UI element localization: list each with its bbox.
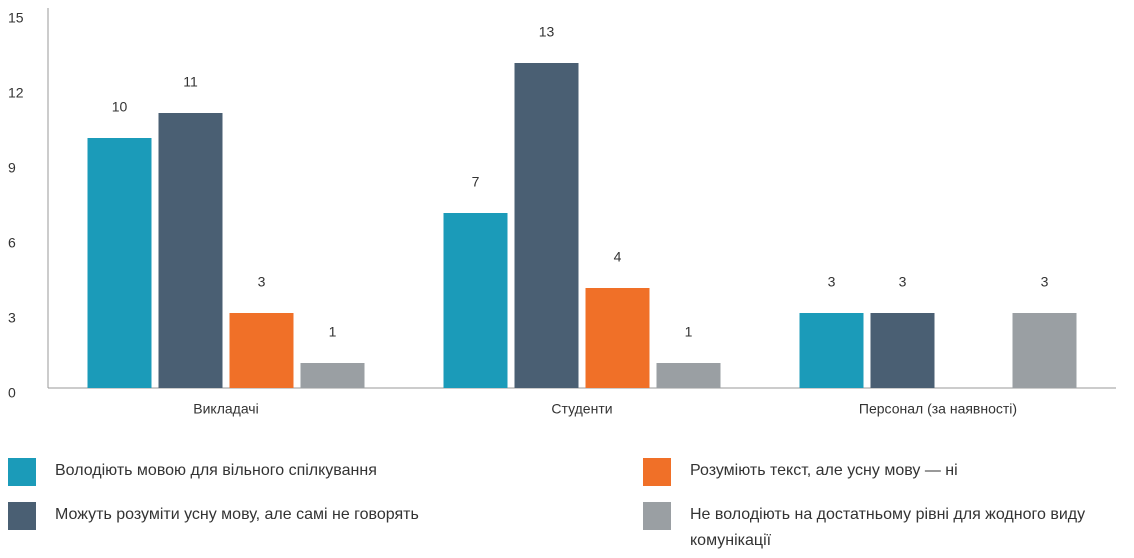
data-label: 13 <box>539 24 555 40</box>
data-label: 3 <box>258 274 266 290</box>
legend-item: Можуть розуміти усну мову, але самі не г… <box>8 502 419 530</box>
legend-label: Розуміють текст, але усну мову — ні <box>690 462 958 479</box>
y-tick-label: 15 <box>8 10 24 26</box>
bar <box>514 63 579 388</box>
bar <box>300 363 365 388</box>
legend-label: Не володіють на достатньому рівні для жо… <box>690 506 1086 549</box>
y-tick-label: 3 <box>8 310 16 326</box>
y-tick-label: 6 <box>8 235 16 251</box>
data-label: 7 <box>472 174 480 190</box>
data-label: 3 <box>828 274 836 290</box>
bar <box>1012 313 1077 388</box>
x-tick-label: Студенти <box>551 401 612 417</box>
data-label: 1 <box>329 324 337 340</box>
bar <box>158 113 223 388</box>
chart: 0 3 6 9 12 15 Викладачі 10 11 3 1 Студенти 7 13 4 1 Перс… <box>8 8 1116 417</box>
data-label: 10 <box>112 99 128 115</box>
bar <box>229 313 294 388</box>
data-label: 3 <box>1041 274 1049 290</box>
y-tick-label: 12 <box>8 85 24 101</box>
data-label: 1 <box>685 324 693 340</box>
legend-swatch <box>643 458 671 486</box>
bar <box>870 313 935 388</box>
x-tick-label: Викладачі <box>193 401 258 417</box>
bar <box>585 288 650 388</box>
legend-item: Не володіють на достатньому рівні для жо… <box>643 502 1130 554</box>
bar <box>799 313 864 388</box>
data-label: 3 <box>899 274 907 290</box>
y-tick-label: 9 <box>8 160 16 176</box>
legend-item: Розуміють текст, але усну мову — ні <box>643 458 958 486</box>
legend-label: Можуть розуміти усну мову, але самі не г… <box>55 506 419 523</box>
bar <box>443 213 508 388</box>
y-tick-label: 0 <box>8 385 16 401</box>
legend-swatch <box>643 502 671 530</box>
data-label: 11 <box>183 74 198 90</box>
data-label: 4 <box>614 249 622 265</box>
legend-swatch <box>8 458 36 486</box>
legend-swatch <box>8 502 36 530</box>
x-tick-label: Персонал (за наявності) <box>859 401 1017 417</box>
legend-label: Володіють мовою для вільного спілкування <box>55 462 377 479</box>
bar <box>656 363 721 388</box>
legend-item: Володіють мовою для вільного спілкування <box>8 458 377 486</box>
bar <box>87 138 152 388</box>
